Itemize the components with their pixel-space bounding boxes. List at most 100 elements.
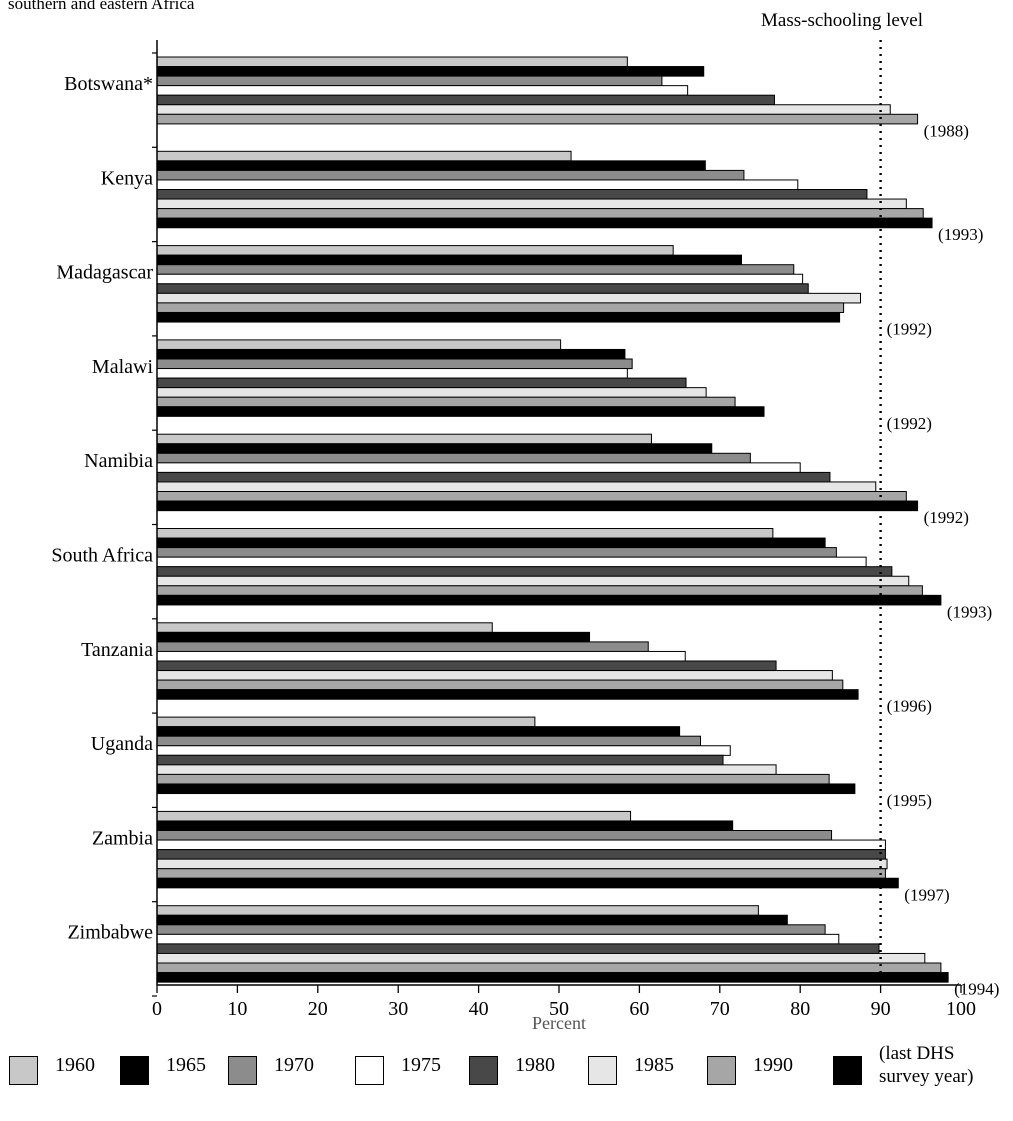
bar-botswana-1980 xyxy=(156,94,775,106)
bar-zambia-1970 xyxy=(156,830,833,841)
bar-zambia-1975 xyxy=(156,839,886,851)
country-label-namibia: Namibia xyxy=(84,450,153,472)
bar-botswana-1985 xyxy=(156,104,891,115)
x-tick-label-10: 10 xyxy=(227,998,247,1020)
country-label-madagascar: Madagascar xyxy=(56,262,153,284)
x-tick-label-100: 100 xyxy=(946,998,976,1020)
bar-tanzania-1970 xyxy=(156,641,649,653)
country-label-kenya: Kenya xyxy=(101,167,153,189)
bar-zambia-1960 xyxy=(156,810,632,822)
bar-tanzania-1975 xyxy=(156,650,686,662)
bar-uganda-1985 xyxy=(156,764,777,775)
legend-swatch-1985 xyxy=(588,1056,617,1085)
legend-swatch-1975 xyxy=(355,1056,384,1085)
x-axis-title: Percent xyxy=(532,1013,586,1033)
bar-malawi-1960 xyxy=(156,339,562,350)
bar-kenya-1960 xyxy=(156,150,572,162)
bar-south-africa-1965 xyxy=(156,537,826,549)
survey-year-south-africa: (1993) xyxy=(947,602,992,621)
bar-uganda-1975 xyxy=(156,745,731,756)
bar-malawi-1970 xyxy=(156,358,633,370)
bar-namibia-1985 xyxy=(156,481,877,493)
legend: 1960 1965 1970 1975 1980 1985 1990 (last… xyxy=(0,1042,1013,1121)
legend-label-1985: 1985 xyxy=(634,1054,674,1076)
country-label-zimbabwe: Zimbabwe xyxy=(67,922,153,944)
bar-madagascar-1975 xyxy=(156,273,804,285)
survey-year-kenya: (1993) xyxy=(938,225,983,244)
bar-zimbabwe-1990 xyxy=(156,962,942,974)
x-tick-label-50: 50 xyxy=(549,998,569,1020)
bar-kenya-1985 xyxy=(156,198,907,210)
chart-title: southern and eastern Africa xyxy=(8,0,195,13)
bar-south-africa-1975 xyxy=(156,556,867,568)
bar-namibia-1980 xyxy=(156,471,831,483)
bar-botswana-1990 xyxy=(156,113,919,125)
bar-botswana-1975 xyxy=(156,85,689,96)
x-tick-label-20: 20 xyxy=(308,998,328,1020)
bar-zimbabwe-1980 xyxy=(156,943,880,955)
country-label-malawi: Malawi xyxy=(92,356,154,378)
bar-botswana-1965 xyxy=(156,66,705,77)
bar-kenya-1965 xyxy=(156,160,706,171)
bar-south-africa-1970 xyxy=(156,547,837,558)
bar-namibia-1960 xyxy=(156,433,652,445)
bar-zambia-last xyxy=(156,877,899,889)
mass-schooling-annotation: Mass-schooling level xyxy=(761,10,924,31)
bar-kenya-last xyxy=(156,217,933,229)
bar-uganda-1990 xyxy=(156,773,830,785)
bar-malawi-1980 xyxy=(156,377,687,389)
bar-madagascar-1960 xyxy=(156,245,674,256)
bar-malawi-1985 xyxy=(156,387,707,398)
bar-namibia-1975 xyxy=(156,462,801,473)
bar-south-africa-1960 xyxy=(156,528,774,539)
bar-madagascar-1965 xyxy=(156,254,743,266)
bar-zambia-1965 xyxy=(156,820,734,832)
x-tick-label-90: 90 xyxy=(871,998,891,1020)
bar-zambia-1985 xyxy=(156,858,888,870)
bar-malawi-last xyxy=(156,406,765,417)
bar-madagascar-1990 xyxy=(156,302,845,313)
bar-namibia-last xyxy=(156,500,919,512)
legend-swatch-1965 xyxy=(120,1056,149,1085)
bar-chart: Botswana* (1988) Kenya (1993) Madagascar (199… xyxy=(51,40,999,1033)
legend-swatch-1960 xyxy=(9,1056,38,1085)
bar-zimbabwe-1975 xyxy=(156,933,840,945)
survey-year-zambia: (1997) xyxy=(904,885,949,904)
bar-kenya-1980 xyxy=(156,189,868,200)
bar-tanzania-1965 xyxy=(156,631,591,643)
x-tick-label-40: 40 xyxy=(469,998,489,1020)
bar-uganda-1980 xyxy=(156,754,724,766)
bar-uganda-last xyxy=(156,783,856,795)
survey-year-botswana: (1988) xyxy=(924,121,969,140)
bar-kenya-1990 xyxy=(156,208,924,219)
bar-uganda-1970 xyxy=(156,735,702,747)
bar-zimbabwe-1970 xyxy=(156,924,826,935)
legend-swatch-1990 xyxy=(707,1056,736,1085)
country-label-botswana: Botswana* xyxy=(64,73,153,95)
x-tick-label-70: 70 xyxy=(710,998,730,1020)
bar-namibia-1970 xyxy=(156,452,751,464)
legend-swatch-1980 xyxy=(469,1056,498,1085)
country-label-uganda: Uganda xyxy=(91,733,153,755)
bar-uganda-1965 xyxy=(156,726,681,737)
legend-label-last-dhs: (last DHS survey year) xyxy=(879,1042,973,1088)
x-tick-label-60: 60 xyxy=(629,998,649,1020)
country-label-south-africa: South Africa xyxy=(51,545,153,567)
survey-year-zimbabwe: (1994) xyxy=(954,980,999,999)
bar-zambia-1990 xyxy=(156,868,886,879)
bar-malawi-1965 xyxy=(156,348,626,360)
bar-zambia-1980 xyxy=(156,849,886,860)
legend-swatch-1970 xyxy=(228,1056,257,1085)
bar-south-africa-1985 xyxy=(156,575,910,587)
survey-year-malawi: (1992) xyxy=(887,414,932,433)
bar-madagascar-last xyxy=(156,311,841,323)
bar-tanzania-1960 xyxy=(156,622,493,633)
bar-south-africa-last xyxy=(156,594,942,606)
bar-south-africa-1980 xyxy=(156,566,893,577)
x-tick-label-80: 80 xyxy=(790,998,810,1020)
bar-botswana-1960 xyxy=(156,56,628,68)
legend-label-1965: 1965 xyxy=(166,1054,206,1076)
bar-malawi-1990 xyxy=(156,396,736,408)
legend-swatch-last-dhs xyxy=(833,1056,862,1085)
country-label-zambia: Zambia xyxy=(92,827,153,849)
